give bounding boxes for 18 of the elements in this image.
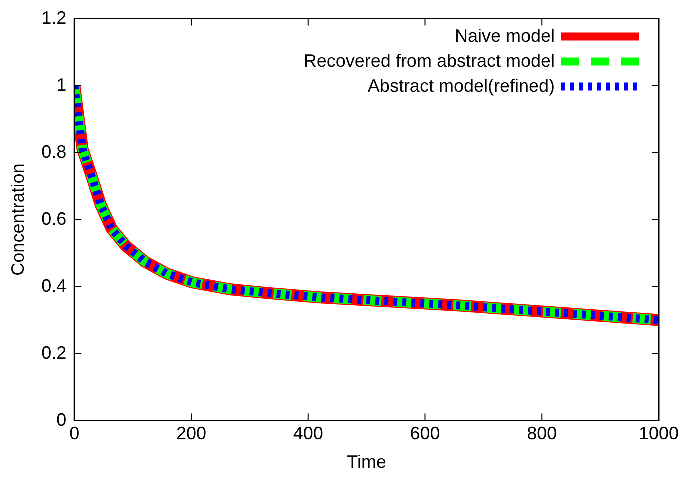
x-tick-label: 1000 — [638, 424, 680, 444]
x-tick-label: 0 — [70, 424, 80, 444]
legend-label: Recovered from abstract model — [304, 50, 555, 71]
legend-label: Naive model — [454, 26, 555, 46]
y-tick-label: 0.4 — [42, 276, 67, 296]
x-tick-label: 600 — [410, 424, 440, 444]
x-tick-label: 200 — [176, 424, 207, 444]
y-tick-label: 0.8 — [42, 142, 67, 162]
y-axis-title: Concentration — [8, 164, 28, 276]
y-tick-label: 1 — [56, 74, 67, 95]
y-tick-label: 0 — [56, 410, 67, 430]
y-tick-label: 0.6 — [42, 208, 67, 229]
x-tick-label: 800 — [527, 424, 558, 444]
x-tick-label: 400 — [293, 424, 324, 444]
x-axis-title: Time — [347, 452, 386, 472]
y-tick-label: 1.2 — [42, 8, 67, 28]
y-tick-label: 0.2 — [42, 342, 67, 363]
legend-label: Abstract model(refined) — [368, 76, 555, 96]
